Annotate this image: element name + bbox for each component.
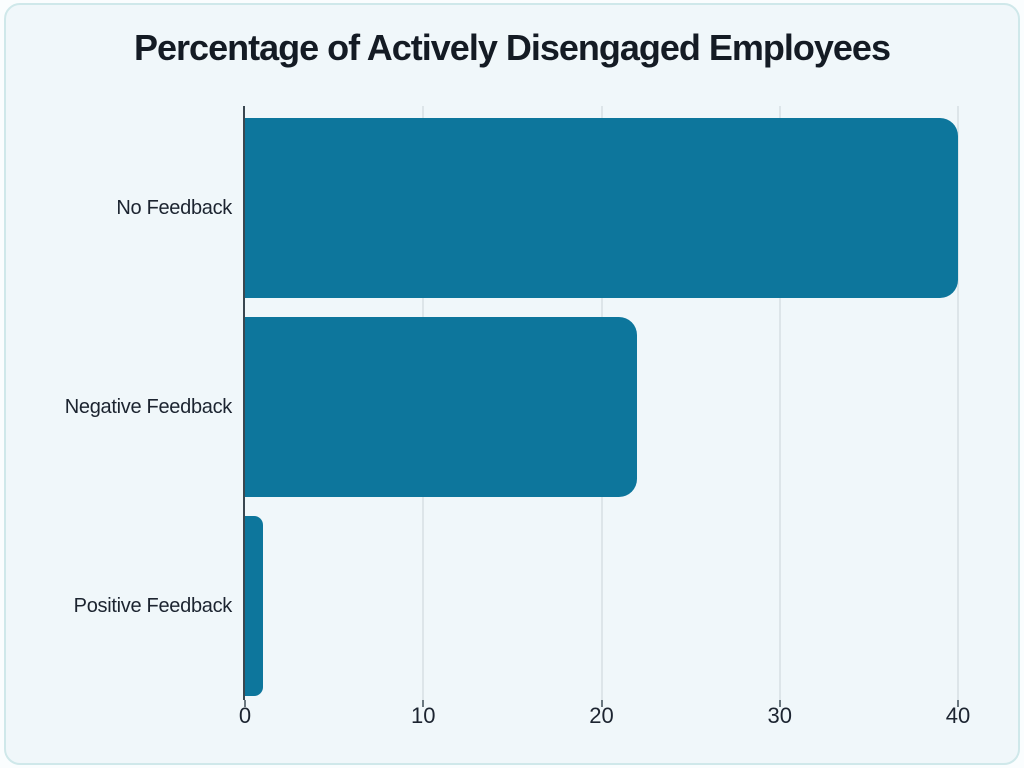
category-label: Positive Feedback [73, 595, 233, 617]
gridline-30 [778, 106, 781, 700]
x-tick-label-0: 0 [238, 703, 252, 728]
category-label: No Feedback [116, 197, 232, 219]
x-tick-0 [244, 700, 246, 707]
x-tick-label-20: 20 [589, 703, 614, 728]
x-tick-label-10: 10 [411, 703, 436, 728]
category-label: Negative Feedback [64, 396, 233, 418]
bar-negative-feedback [245, 317, 638, 497]
x-tick-label-40: 40 [945, 703, 971, 728]
x-tick-10 [422, 700, 425, 707]
chart-title: Percentage of Actively Disengaged Employ… [134, 27, 891, 68]
x-tick-30 [778, 700, 781, 707]
x-tick-20 [600, 700, 603, 707]
bar-positive-feedback [245, 516, 263, 696]
gridline-40 [957, 106, 959, 700]
x-tick-label-30: 30 [767, 703, 792, 728]
bar-no-feedback [245, 118, 958, 298]
x-tick-40 [957, 700, 959, 707]
y-axis-spine [243, 106, 245, 700]
